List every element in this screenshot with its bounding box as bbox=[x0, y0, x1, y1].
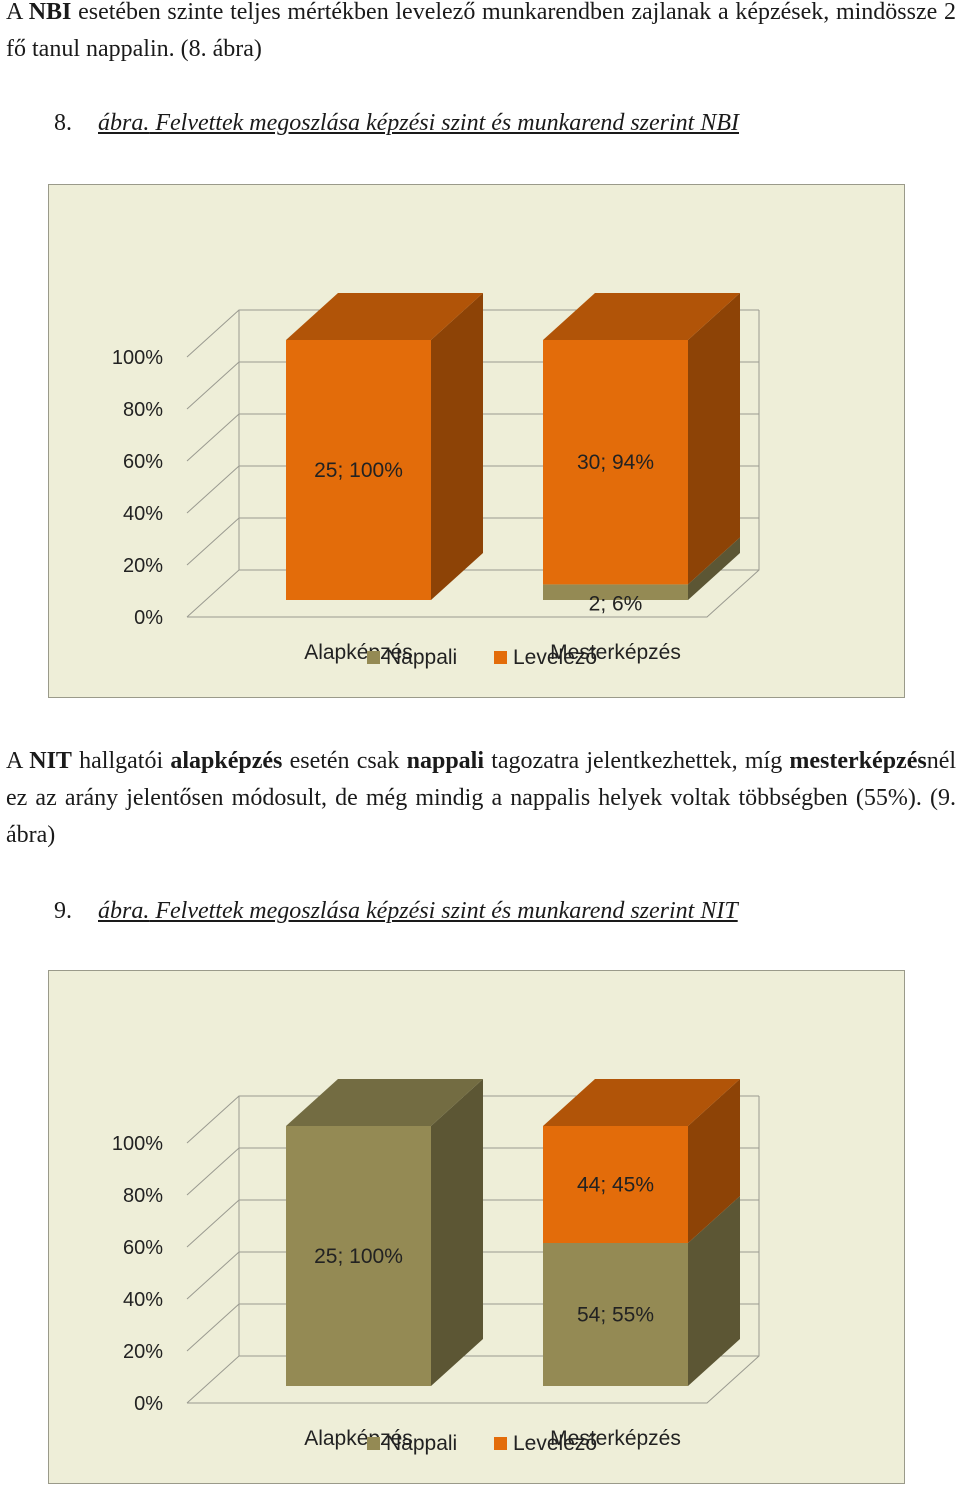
y-tick-label: 100% bbox=[112, 1133, 163, 1155]
figure-9-caption-em: ábra. bbox=[98, 898, 150, 924]
intro-bold-nbi: NBI bbox=[28, 0, 72, 25]
legend-label: Nappali bbox=[386, 646, 457, 669]
legend-swatch bbox=[494, 651, 507, 664]
legend-label: Levelező bbox=[513, 646, 597, 669]
legend-swatch bbox=[367, 1437, 380, 1450]
chart-nbi: 0% 20% 40% 60% 80% 100% 25; 100% Alapképzés 2; 6… bbox=[48, 184, 905, 698]
category-label: Mesterképzés bbox=[550, 1427, 681, 1450]
y-tick-label: 40% bbox=[123, 503, 163, 525]
floor-outline bbox=[187, 310, 760, 618]
bar-side bbox=[431, 293, 483, 600]
chart-nit-svg: 0% 20% 40% 60% 80% 100% 25; 100% Alapképzés 54; … bbox=[112, 1079, 760, 1455]
intro-paragraph: A NBI esetében szinte teljes mértékben l… bbox=[6, 0, 956, 68]
y-tick-label: 20% bbox=[123, 1341, 163, 1363]
data-label: 25; 100% bbox=[314, 459, 403, 482]
y-tick-label: 80% bbox=[123, 1185, 163, 1207]
bar-front bbox=[286, 1126, 431, 1386]
intro-prefix: A bbox=[6, 0, 29, 25]
category-label: Alapképzés bbox=[304, 641, 413, 664]
nit-paragraph: A NIT hallgatói alapképzés esetén csak n… bbox=[6, 743, 956, 854]
bar-top bbox=[543, 293, 740, 340]
figure-9-number: 9. bbox=[54, 898, 72, 924]
data-label: 2; 6% bbox=[589, 592, 643, 615]
legend-swatch bbox=[367, 651, 380, 664]
bar-front bbox=[543, 1243, 688, 1386]
bar-top bbox=[286, 293, 483, 340]
data-label: 30; 94% bbox=[577, 451, 654, 474]
y-tick-label: 20% bbox=[123, 555, 163, 577]
para2-part3: esetén csak bbox=[282, 748, 407, 774]
para2-bold-nappali: nappali bbox=[406, 748, 485, 774]
para2-part4: tagozatra jelentkezhettek, míg bbox=[484, 748, 790, 774]
data-label: 54; 55% bbox=[577, 1304, 654, 1327]
para2-bold-nit: NIT bbox=[29, 748, 72, 774]
bar-top bbox=[543, 1079, 740, 1126]
para2-bold-mesterkepzes: mesterképzés bbox=[789, 748, 927, 774]
chart-nit: 0% 20% 40% 60% 80% 100% 25; 100% Alapképzés 54; … bbox=[48, 970, 905, 1484]
data-label: 44; 45% bbox=[577, 1174, 654, 1197]
para2-part2: hallgatói bbox=[71, 748, 171, 774]
figure-9-caption-rest: Felvettek megoszlása képzési szint és mu… bbox=[149, 898, 738, 924]
bar-front bbox=[286, 340, 431, 600]
para2-part1: A bbox=[6, 748, 30, 774]
bar-side bbox=[688, 537, 740, 600]
y-tick-label: 60% bbox=[123, 451, 163, 473]
intro-rest: esetében szinte teljes mértékben levelez… bbox=[6, 0, 956, 62]
bar-front bbox=[543, 1126, 688, 1243]
y-tick-label: 40% bbox=[123, 1289, 163, 1311]
figure-8-number: 8. bbox=[54, 110, 72, 136]
bar-side bbox=[688, 1196, 740, 1386]
figure-8-caption-rest: Felvettek megoszlása képzési szint és mu… bbox=[149, 110, 740, 136]
figure-8-caption: 8. ábra. Felvettek megoszlása képzési szi… bbox=[54, 110, 739, 137]
legend-swatch bbox=[494, 1437, 507, 1450]
y-tick-label: 0% bbox=[134, 607, 163, 629]
bar-front bbox=[543, 340, 688, 585]
bar-front bbox=[543, 584, 688, 600]
legend-label: Nappali bbox=[386, 1432, 457, 1455]
category-label: Alapképzés bbox=[304, 1427, 413, 1450]
chart-nbi-svg: 0% 20% 40% 60% 80% 100% 25; 100% Alapképzés 2; 6… bbox=[112, 293, 760, 669]
bar-side bbox=[688, 1079, 740, 1243]
bar-side bbox=[688, 293, 740, 585]
data-label: 25; 100% bbox=[314, 1245, 403, 1268]
category-label: Mesterképzés bbox=[550, 641, 681, 664]
y-tick-label: 80% bbox=[123, 399, 163, 421]
y-tick-label: 60% bbox=[123, 1237, 163, 1259]
para2-bold-alapkepzes: alapképzés bbox=[170, 748, 283, 774]
bar-side bbox=[431, 1079, 483, 1386]
y-tick-label: 0% bbox=[134, 1393, 163, 1415]
y-tick-label: 100% bbox=[112, 347, 163, 369]
floor-outline bbox=[187, 1096, 760, 1404]
figure-9-caption: 9. ábra. Felvettek megoszlása képzési szi… bbox=[54, 898, 738, 925]
figure-8-caption-em: ábra. bbox=[98, 110, 150, 136]
para2-part5: nél ez az arány jelentősen módosult, de … bbox=[6, 748, 957, 848]
bar-top bbox=[286, 1079, 483, 1126]
legend-label: Levelező bbox=[513, 1432, 597, 1455]
